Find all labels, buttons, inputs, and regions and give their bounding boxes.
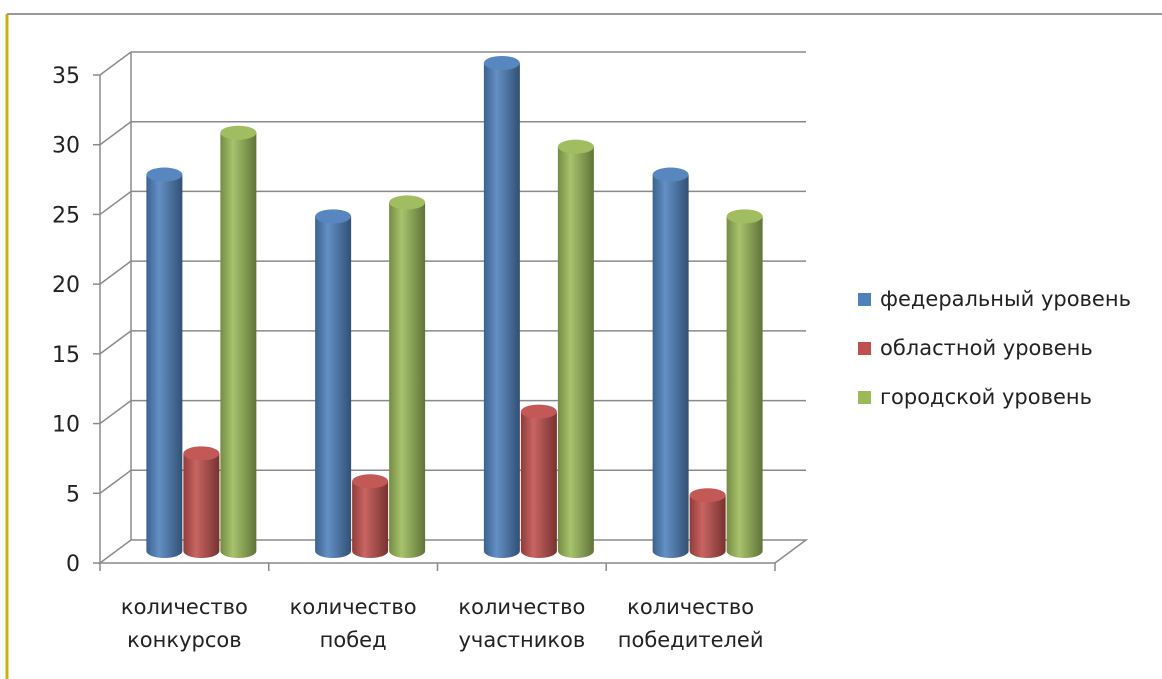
legend-swatch (858, 293, 871, 306)
legend-label: федеральный уровень (880, 287, 1131, 311)
gridline-diagonal (99, 469, 132, 494)
x-tick-label: количество побед (290, 595, 417, 652)
y-tick-label: 5 (66, 482, 80, 507)
bar (689, 488, 726, 558)
bar (389, 195, 426, 558)
x-tick-label: количество конкурсов (121, 595, 248, 652)
bar (183, 446, 220, 558)
gridline-diagonal (99, 190, 132, 216)
bar (315, 209, 352, 558)
gridline-diagonal (99, 260, 132, 285)
legend-label: областной уровень (880, 336, 1093, 360)
bar-top (389, 195, 426, 210)
gridline-diagonal (99, 121, 132, 146)
y-tick-label: 20 (52, 273, 80, 298)
bar-top (146, 167, 183, 182)
x-tick-label: количество победителей (618, 595, 764, 652)
y-tick-label: 10 (52, 413, 80, 438)
bar-top (520, 404, 557, 419)
bar-top (315, 209, 352, 224)
y-tick-label: 0 (66, 552, 80, 577)
bar-body (146, 174, 183, 559)
bar (520, 404, 557, 558)
bar-top (220, 125, 257, 140)
x-axis-ticks: количество конкурсов количество побед количе… (99, 563, 776, 652)
bar-body (689, 495, 726, 558)
bar-top (483, 56, 520, 70)
bar-top (726, 209, 763, 224)
bar-body (557, 146, 594, 558)
bar-top (183, 446, 220, 461)
bar-body (220, 132, 257, 558)
bar-body (520, 411, 557, 558)
bar (220, 125, 257, 558)
bar-top (652, 167, 689, 182)
gridline-diagonal (99, 399, 132, 425)
bar-body (652, 174, 689, 559)
x-tick-label: количество участников (458, 595, 585, 652)
bars (146, 56, 763, 559)
bar-top (689, 488, 726, 503)
bar (726, 209, 763, 558)
bar (652, 167, 689, 559)
legend-swatch (858, 391, 871, 404)
legend: федеральный уровень областной уровень горо… (858, 287, 1131, 409)
bar (483, 56, 520, 558)
gridline-diagonal (99, 330, 132, 355)
bar-body (183, 453, 220, 558)
bar-body (315, 216, 352, 558)
y-tick-label: 30 (52, 134, 80, 159)
legend-swatch (858, 342, 871, 355)
bar-top (352, 474, 389, 489)
y-axis-ticks: 0 5 10 15 20 25 30 35 (52, 64, 100, 577)
bar-body (726, 216, 763, 558)
bar (557, 139, 594, 558)
gridline-diagonal (99, 51, 132, 76)
y-tick-label: 35 (52, 64, 80, 89)
bar (146, 167, 183, 559)
bar-body (483, 63, 520, 558)
floor (97, 539, 809, 564)
legend-label: городской уровень (880, 385, 1092, 409)
bar (352, 474, 389, 558)
bar-body (352, 481, 389, 558)
bar-body (389, 202, 426, 558)
y-tick-label: 25 (52, 203, 80, 228)
bar-top (557, 139, 594, 154)
back-wall (131, 52, 806, 540)
y-tick-label: 15 (52, 343, 80, 368)
